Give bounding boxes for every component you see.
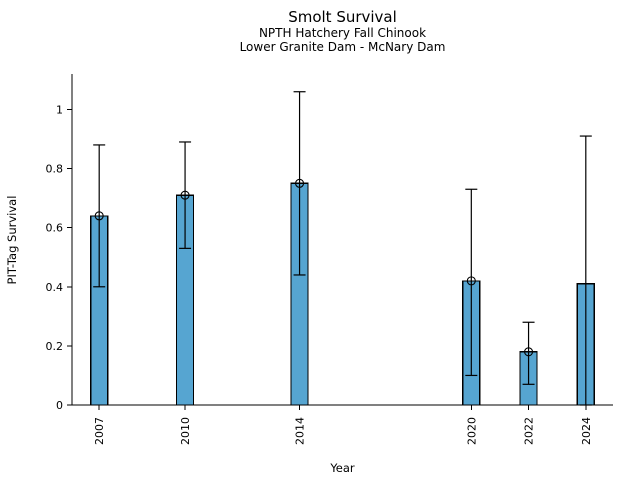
x-tick-label-2014: 2014 [294, 417, 307, 445]
point-marker-2014 [295, 178, 305, 188]
chart-subtitle-line2: Lower Granite Dam - McNary Dam [239, 40, 446, 55]
x-tick-label-2022: 2022 [523, 417, 536, 445]
chart-subtitle-line1: NPTH Hatchery Fall Chinook [258, 26, 427, 40]
x-tick-label-2020: 2020 [465, 417, 478, 445]
chart-title: Smolt Survival [288, 8, 397, 26]
x-tick-label-2007: 2007 [93, 417, 106, 445]
chart-header: Smolt Survival NPTH Hatchery Fall Chinoo… [72, 8, 613, 54]
y-tick-label-0.2: 0.2 [46, 340, 64, 353]
x-tick-label-2024: 2024 [580, 417, 593, 445]
x-tick-label-2010: 2010 [179, 417, 192, 445]
point-marker-2007 [94, 211, 104, 221]
y-tick-label-0: 0 [56, 399, 63, 412]
point-marker-2020 [466, 276, 476, 286]
y-tick-label-0.6: 0.6 [46, 222, 64, 235]
point-marker-2022 [524, 347, 534, 357]
y-tick-label-1: 1 [56, 103, 63, 116]
x-axis-label: Year [330, 461, 355, 475]
y-tick-label-0.8: 0.8 [46, 163, 64, 176]
point-marker-2010 [180, 190, 190, 200]
y-tick-label-0.4: 0.4 [46, 281, 64, 294]
